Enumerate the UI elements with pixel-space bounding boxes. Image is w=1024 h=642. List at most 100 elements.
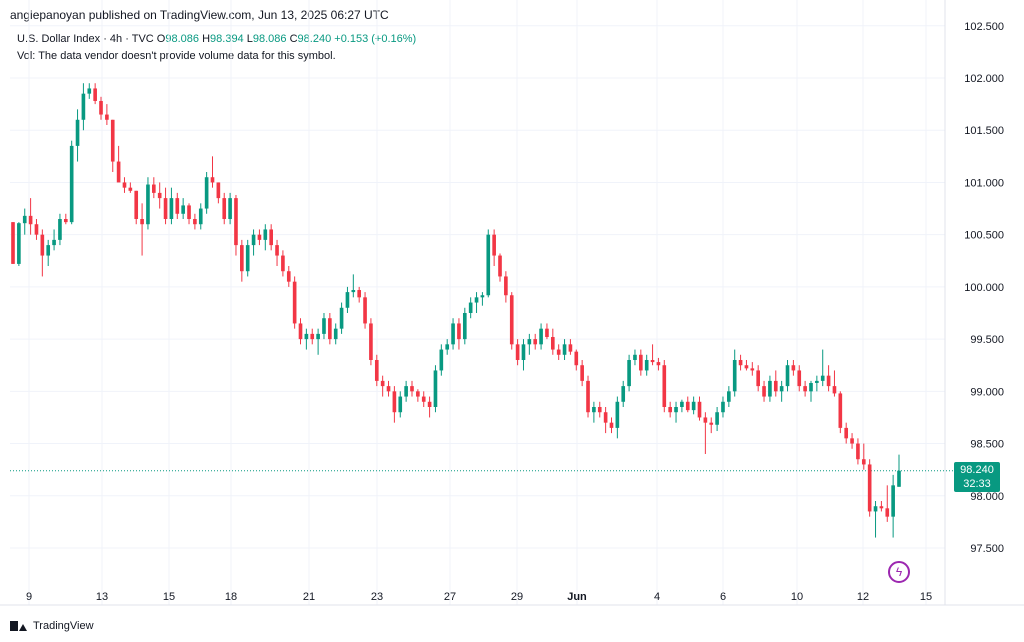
candle xyxy=(110,119,115,172)
candle xyxy=(210,156,215,188)
candle xyxy=(222,192,227,225)
candle xyxy=(333,323,338,345)
candle xyxy=(445,339,450,355)
candle xyxy=(779,380,784,402)
last-price-badge: 98.240 32:33 xyxy=(954,462,1000,492)
candle xyxy=(234,194,238,256)
high-value: 98.394 xyxy=(210,33,244,45)
candle xyxy=(756,365,760,392)
candle xyxy=(157,182,162,209)
candle xyxy=(627,354,631,392)
x-tick-label: Jun xyxy=(567,591,587,603)
candle xyxy=(750,362,755,376)
candle xyxy=(504,271,508,303)
candle xyxy=(691,396,696,415)
candle xyxy=(897,454,901,487)
candle xyxy=(75,109,80,162)
x-tick-label: 6 xyxy=(720,591,726,603)
candle xyxy=(134,190,139,225)
candle xyxy=(181,198,185,219)
candle xyxy=(339,302,344,334)
candle xyxy=(873,501,878,538)
candle xyxy=(433,365,438,413)
candles xyxy=(11,83,901,538)
chart-grid xyxy=(10,0,955,605)
candle xyxy=(662,360,667,413)
candle xyxy=(228,192,232,225)
candle xyxy=(797,365,802,392)
y-tick-label: 102.000 xyxy=(964,73,1004,85)
candle xyxy=(580,360,584,387)
x-tick-label: 21 xyxy=(303,591,315,603)
candle xyxy=(40,229,45,277)
candle xyxy=(369,318,373,366)
tradingview-footer[interactable]: TradingView xyxy=(10,620,94,632)
candle xyxy=(140,203,144,256)
candle xyxy=(603,407,608,434)
candle xyxy=(674,401,678,423)
candle xyxy=(52,229,56,251)
candle xyxy=(562,339,567,360)
candle xyxy=(721,396,725,418)
candle xyxy=(509,292,514,350)
candle xyxy=(292,276,297,329)
lightning-bolt-icon[interactable]: ϟ xyxy=(888,561,910,583)
candle xyxy=(879,501,884,512)
candle xyxy=(556,344,561,360)
candle xyxy=(128,182,133,193)
candle xyxy=(468,297,473,319)
candle xyxy=(351,274,356,298)
candle xyxy=(809,380,813,402)
candle xyxy=(644,354,649,376)
candle xyxy=(99,96,103,120)
candle xyxy=(240,239,244,282)
candle xyxy=(844,422,849,444)
candle xyxy=(363,292,367,329)
candle xyxy=(269,224,273,251)
candle xyxy=(609,417,614,434)
candle xyxy=(474,292,479,313)
candle xyxy=(791,360,796,376)
symbol-name[interactable]: U.S. Dollar Index · 4h · TVC xyxy=(17,33,154,45)
high-label: H xyxy=(202,33,211,45)
candle xyxy=(803,380,807,397)
candle xyxy=(715,407,719,432)
candle xyxy=(281,250,285,277)
candle xyxy=(22,208,27,235)
candle xyxy=(146,177,150,230)
candle xyxy=(480,292,485,306)
volume-note: Vol: The data vendor doesn't provide vol… xyxy=(17,50,336,62)
candle xyxy=(738,354,743,371)
candle xyxy=(198,203,203,230)
candle xyxy=(492,229,496,266)
candle xyxy=(574,349,579,371)
candle xyxy=(63,213,68,225)
candle xyxy=(345,286,350,313)
candle xyxy=(709,417,714,434)
candle xyxy=(251,229,256,256)
candle xyxy=(891,474,895,538)
open-value: 98.086 xyxy=(165,33,200,45)
candle xyxy=(421,391,426,407)
candle xyxy=(457,318,461,350)
candle xyxy=(310,328,315,345)
candle xyxy=(597,401,602,418)
y-tick-label: 99.500 xyxy=(970,334,1004,346)
candle xyxy=(633,349,637,366)
publisher-header: angiepanoyan published on TradingView.co… xyxy=(10,8,389,22)
candle xyxy=(727,386,731,407)
candle xyxy=(680,399,684,413)
candle xyxy=(46,239,51,266)
candle xyxy=(163,187,168,225)
bar-countdown: 32:33 xyxy=(963,478,991,490)
candle xyxy=(773,370,778,397)
candle xyxy=(885,485,890,522)
candle xyxy=(592,401,596,423)
candle xyxy=(374,354,379,387)
y-tick-label: 97.500 xyxy=(970,543,1004,555)
candle xyxy=(762,380,766,402)
candle xyxy=(175,192,180,219)
candle xyxy=(17,222,21,266)
candle xyxy=(615,396,620,439)
